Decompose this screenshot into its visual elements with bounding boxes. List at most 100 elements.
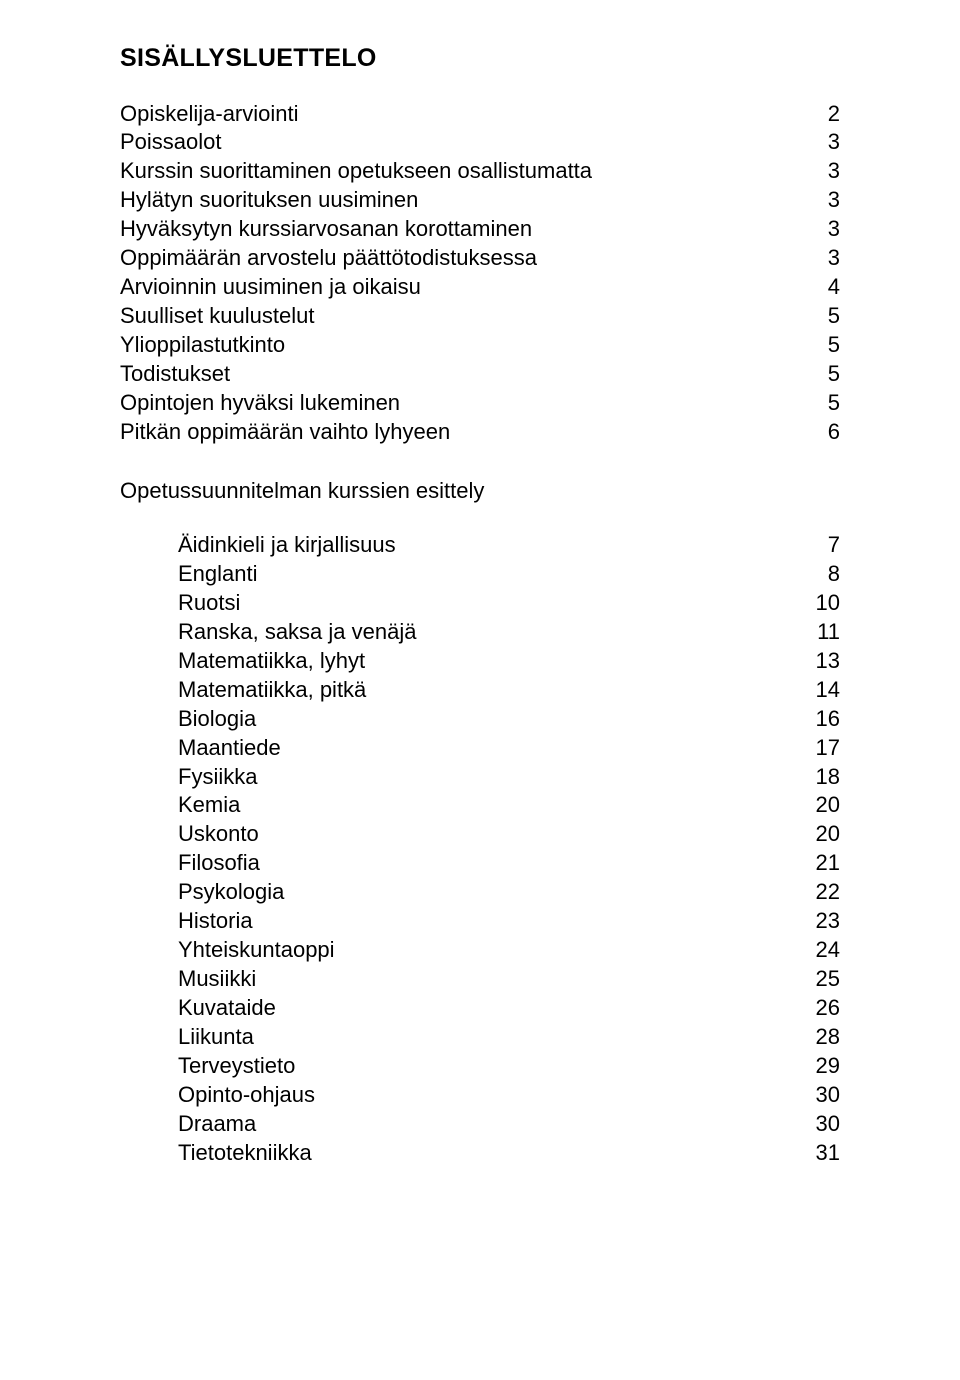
toc-page-number: 3 bbox=[800, 129, 840, 155]
toc-entry: Historia 23 bbox=[120, 907, 840, 936]
toc-label: Kuvataide bbox=[178, 995, 276, 1021]
toc-label: Filosofia bbox=[178, 850, 260, 876]
toc-label: Yhteiskuntaoppi bbox=[178, 937, 335, 963]
toc-page-number: 17 bbox=[800, 735, 840, 761]
toc-entry: Opintojen hyväksi lukeminen 5 bbox=[120, 389, 840, 418]
toc-page-number: 13 bbox=[800, 648, 840, 674]
toc-label: Opinto-ohjaus bbox=[178, 1082, 315, 1108]
toc-page-number: 14 bbox=[800, 677, 840, 703]
toc-page-number: 31 bbox=[800, 1140, 840, 1166]
toc-entry: Uskonto 20 bbox=[120, 820, 840, 849]
toc-label: Hylätyn suorituksen uusiminen bbox=[120, 187, 418, 213]
toc-label: Kurssin suorittaminen opetukseen osallis… bbox=[120, 158, 592, 184]
toc-label: Maantiede bbox=[178, 735, 281, 761]
toc-label: Opintojen hyväksi lukeminen bbox=[120, 390, 400, 416]
toc-page-number: 11 bbox=[800, 619, 840, 645]
page-title: SISÄLLYSLUETTELO bbox=[120, 44, 840, 73]
toc-page-number: 30 bbox=[800, 1082, 840, 1108]
toc-entry: Pitkän oppimäärän vaihto lyhyeen 6 bbox=[120, 417, 840, 446]
toc-page-number: 5 bbox=[800, 361, 840, 387]
toc-label: Suulliset kuulustelut bbox=[120, 303, 314, 329]
toc-entry: Opinto-ohjaus 30 bbox=[120, 1081, 840, 1110]
toc-label: Arvioinnin uusiminen ja oikaisu bbox=[120, 274, 421, 300]
toc-page-number: 6 bbox=[800, 419, 840, 445]
toc-page-number: 4 bbox=[800, 274, 840, 300]
toc-entry: Kuvataide 26 bbox=[120, 994, 840, 1023]
toc-label: Historia bbox=[178, 908, 253, 934]
toc-label: Opiskelija-arviointi bbox=[120, 101, 299, 127]
toc-entry: Biologia 16 bbox=[120, 704, 840, 733]
toc-label: Terveystieto bbox=[178, 1053, 295, 1079]
toc-entry: Tietotekniikka 31 bbox=[120, 1138, 840, 1167]
toc-label: Biologia bbox=[178, 706, 256, 732]
toc-label: Oppimäärän arvostelu päättötodistuksessa bbox=[120, 245, 537, 271]
toc-page-number: 16 bbox=[800, 706, 840, 732]
toc-label: Fysiikka bbox=[178, 764, 257, 790]
toc-entry: Äidinkieli ja kirjallisuus 7 bbox=[120, 530, 840, 559]
toc-page-number: 22 bbox=[800, 879, 840, 905]
toc-page-number: 25 bbox=[800, 966, 840, 992]
toc-entry: Arvioinnin uusiminen ja oikaisu 4 bbox=[120, 273, 840, 302]
toc-label: Pitkän oppimäärän vaihto lyhyeen bbox=[120, 419, 450, 445]
toc-page-number: 24 bbox=[800, 937, 840, 963]
section-gap bbox=[120, 446, 840, 476]
toc-subheading: Opetussuunnitelman kurssien esittely bbox=[120, 476, 840, 506]
toc-entry: Terveystieto 29 bbox=[120, 1052, 840, 1081]
toc-entry: Hylätyn suorituksen uusiminen 3 bbox=[120, 186, 840, 215]
toc-label: Musiikki bbox=[178, 966, 256, 992]
toc-page-number: 5 bbox=[800, 390, 840, 416]
toc-label: Hyväksytyn kurssiarvosanan korottaminen bbox=[120, 216, 532, 242]
toc-page-number: 8 bbox=[800, 561, 840, 587]
toc-entry: Hyväksytyn kurssiarvosanan korottaminen … bbox=[120, 215, 840, 244]
toc-entry: Ruotsi 10 bbox=[120, 588, 840, 617]
toc-section-1: Opiskelija-arviointi 2 Poissaolot 3 Kurs… bbox=[120, 99, 840, 446]
toc-page-number: 3 bbox=[800, 187, 840, 213]
toc-page-number: 18 bbox=[800, 764, 840, 790]
toc-entry: Draama 30 bbox=[120, 1109, 840, 1138]
toc-page-number: 10 bbox=[800, 590, 840, 616]
toc-label: Matematiikka, pitkä bbox=[178, 677, 366, 703]
toc-page-number: 5 bbox=[800, 332, 840, 358]
toc-entry: Ylioppilastutkinto 5 bbox=[120, 331, 840, 360]
toc-entry: Filosofia 21 bbox=[120, 849, 840, 878]
toc-page-number: 23 bbox=[800, 908, 840, 934]
toc-entry: Suulliset kuulustelut 5 bbox=[120, 302, 840, 331]
toc-entry: Englanti 8 bbox=[120, 559, 840, 588]
toc-page-number: 20 bbox=[800, 821, 840, 847]
toc-page-number: 2 bbox=[800, 101, 840, 127]
toc-entry: Liikunta 28 bbox=[120, 1023, 840, 1052]
toc-label: Kemia bbox=[178, 792, 240, 818]
toc-page-number: 26 bbox=[800, 995, 840, 1021]
toc-label: Ruotsi bbox=[178, 590, 240, 616]
toc-page-number: 3 bbox=[800, 245, 840, 271]
document-page: SISÄLLYSLUETTELO Opiskelija-arviointi 2 … bbox=[0, 0, 960, 1380]
toc-label: Liikunta bbox=[178, 1024, 254, 1050]
toc-entry: Oppimäärän arvostelu päättötodistuksessa… bbox=[120, 244, 840, 273]
toc-entry: Yhteiskuntaoppi 24 bbox=[120, 936, 840, 965]
toc-page-number: 30 bbox=[800, 1111, 840, 1137]
toc-label: Draama bbox=[178, 1111, 256, 1137]
toc-entry: Todistukset 5 bbox=[120, 360, 840, 389]
toc-page-number: 3 bbox=[800, 158, 840, 184]
toc-entry: Matematiikka, lyhyt 13 bbox=[120, 646, 840, 675]
toc-label: Englanti bbox=[178, 561, 258, 587]
toc-entry: Kemia 20 bbox=[120, 791, 840, 820]
toc-page-number: 20 bbox=[800, 792, 840, 818]
toc-entry: Musiikki 25 bbox=[120, 965, 840, 994]
toc-page-number: 5 bbox=[800, 303, 840, 329]
toc-label: Ranska, saksa ja venäjä bbox=[178, 619, 416, 645]
toc-entry: Ranska, saksa ja venäjä 11 bbox=[120, 617, 840, 646]
toc-page-number: 28 bbox=[800, 1024, 840, 1050]
toc-page-number: 3 bbox=[800, 216, 840, 242]
toc-label: Ylioppilastutkinto bbox=[120, 332, 285, 358]
toc-entry: Kurssin suorittaminen opetukseen osallis… bbox=[120, 157, 840, 186]
toc-entry: Poissaolot 3 bbox=[120, 128, 840, 157]
toc-label: Tietotekniikka bbox=[178, 1140, 312, 1166]
toc-label: Todistukset bbox=[120, 361, 230, 387]
toc-page-number: 29 bbox=[800, 1053, 840, 1079]
toc-page-number: 21 bbox=[800, 850, 840, 876]
toc-label: Äidinkieli ja kirjallisuus bbox=[178, 532, 396, 558]
toc-entry: Psykologia 22 bbox=[120, 878, 840, 907]
toc-label: Uskonto bbox=[178, 821, 259, 847]
toc-label: Poissaolot bbox=[120, 129, 222, 155]
